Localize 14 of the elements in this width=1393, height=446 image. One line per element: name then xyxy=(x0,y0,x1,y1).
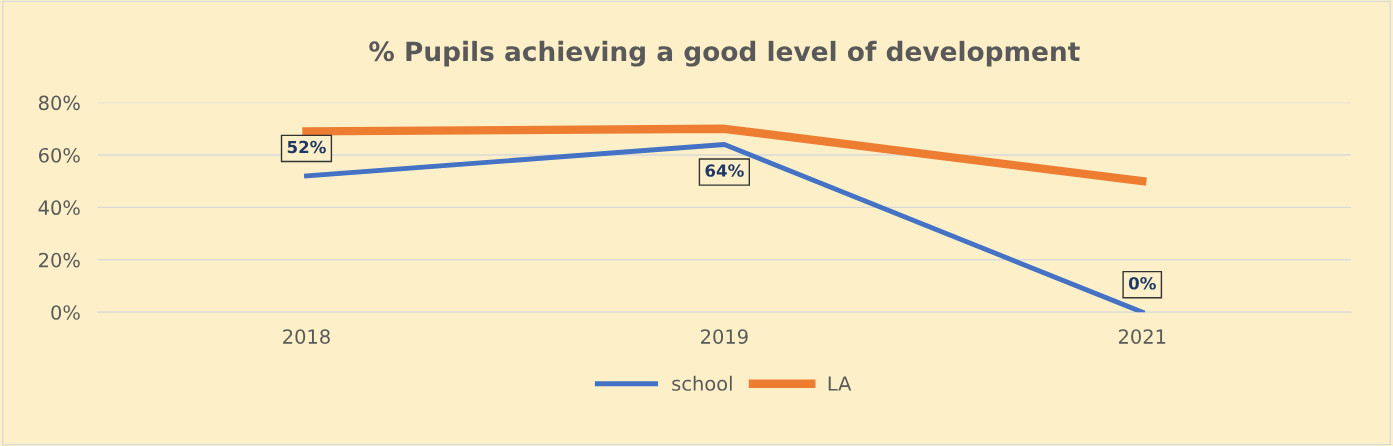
legend-label: school xyxy=(672,375,732,391)
y-tick-label: 80% xyxy=(38,95,80,111)
y-tick-label: 60% xyxy=(38,147,80,163)
y-tick-label: 40% xyxy=(38,200,80,216)
x-tick-label: 2021 xyxy=(1118,329,1166,344)
y-tick-label: 20% xyxy=(39,252,80,268)
x-tick-label: 2018 xyxy=(283,329,330,344)
legend-label: LA xyxy=(828,376,852,391)
y-tick-label: 0% xyxy=(51,305,80,320)
x-tick-label: 2019 xyxy=(701,329,748,344)
data-label: 52% xyxy=(287,140,326,154)
data-label: 0% xyxy=(1128,276,1156,290)
chart-title: % Pupils achieving a good level of development xyxy=(369,40,1080,67)
data-label: 64% xyxy=(705,164,744,177)
